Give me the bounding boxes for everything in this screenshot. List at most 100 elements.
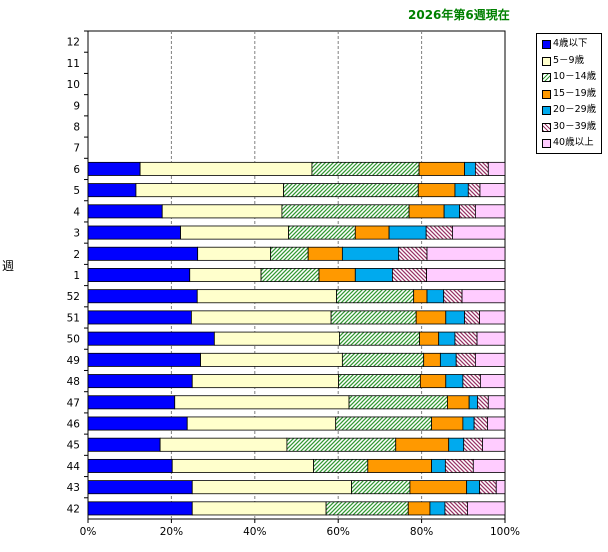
bar-segment-42-series-7: [467, 501, 506, 516]
y-tick-label: 43: [67, 482, 80, 494]
bar-segment-46-series-1: [87, 416, 188, 431]
y-tick-label: 46: [67, 419, 81, 431]
legend-swatch: [542, 40, 551, 49]
y-tick-label: 1: [73, 270, 80, 282]
bar-segment-1-series-6: [392, 268, 428, 282]
x-tick-label: 60%: [327, 526, 350, 538]
bar-segment-50-series-4: [419, 331, 440, 346]
bar-segment-1-series-7: [426, 268, 506, 282]
bar-segment-1-series-1: [87, 268, 191, 282]
y-tick-label: 12: [67, 37, 80, 49]
bar-segment-46-series-4: [431, 416, 464, 431]
x-tick-label: 80%: [410, 526, 433, 538]
x-tick-label: 20%: [160, 526, 183, 538]
y-tick-label: 48: [67, 376, 80, 388]
bar-segment-4-series-2: [161, 204, 283, 219]
bar-segment-6-series-3: [311, 161, 420, 176]
bar-segment-6-series-6: [474, 161, 489, 176]
bar-segment-42-series-2: [191, 501, 327, 516]
bar-segment-52-series-2: [196, 289, 337, 304]
bar-segment-44-series-1: [87, 458, 173, 473]
bar-segment-2-series-1: [87, 246, 199, 261]
bar-segment-3-series-5: [388, 225, 427, 240]
bar-segment-5-series-4: [417, 183, 456, 198]
legend-swatch: [542, 106, 551, 115]
bars: [87, 161, 506, 516]
bar-segment-1-series-4: [318, 268, 356, 282]
bar-segment-47-series-4: [447, 395, 470, 410]
bar-segment-51-series-6: [464, 310, 480, 325]
bar-segment-52-series-1: [87, 289, 198, 304]
bar-segment-6-series-1: [87, 161, 141, 176]
bar-segment-52-series-4: [413, 289, 428, 304]
y-tick-label: 4: [73, 206, 80, 218]
bar-segment-43-series-1: [87, 480, 193, 495]
bar-segment-51-series-7: [479, 310, 506, 325]
bar-segment-42-series-6: [444, 501, 468, 516]
x-tick-label: 0%: [80, 526, 97, 538]
y-tick-label: 2: [73, 249, 80, 261]
y-tick-label: 7: [73, 143, 80, 155]
bar-segment-43-series-6: [479, 480, 497, 495]
bar-segment-46-series-7: [487, 416, 506, 431]
x-tick-labels: 0% 20% 40% 60% 80% 100%: [80, 519, 520, 538]
y-tick-label: 3: [73, 228, 80, 240]
y-tick-label: 42: [67, 503, 80, 515]
bar-segment-46-series-5: [462, 416, 475, 431]
bar-segment-3-series-3: [288, 225, 356, 240]
y-tick-label: 50: [67, 334, 80, 346]
bar-segment-4-series-4: [408, 204, 445, 219]
y-tick-label: 45: [67, 440, 80, 452]
bar-segment-47-series-6: [477, 395, 489, 410]
bar-segment-45-series-2: [159, 437, 288, 452]
x-tick-label: 40%: [243, 526, 266, 538]
x-tick-label: 100%: [490, 526, 520, 538]
bar-segment-48-series-6: [462, 374, 481, 389]
y-tick-label: 10: [67, 79, 80, 91]
bar-segment-6-series-7: [487, 161, 506, 176]
bar-segment-48-series-2: [191, 374, 340, 389]
bar-segment-48-series-5: [445, 374, 464, 389]
bar-segment-49-series-1: [87, 352, 201, 367]
y-tick-label: 47: [67, 397, 80, 409]
legend-swatch: [542, 73, 551, 82]
chart-title: 2026年第6週現在: [408, 8, 510, 22]
bar-segment-2-series-5: [341, 246, 400, 261]
legend: 4歳以下 5－9歳 10－14歳 15－19歳 20－29歳 30－39歳 40歳以上: [536, 33, 602, 154]
bar-segment-3-series-7: [452, 225, 506, 240]
bar-segment-5-series-3: [283, 183, 419, 198]
bar-segment-47-series-1: [87, 395, 176, 410]
bar-segment-2-series-6: [398, 246, 428, 261]
bar-segment-44-series-5: [431, 458, 446, 473]
bar-segment-52-series-5: [426, 289, 445, 304]
legend-label: 40歳以上: [553, 137, 594, 148]
bar-segment-3-series-1: [87, 225, 181, 240]
bar-segment-6-series-2: [139, 161, 313, 176]
bar-segment-1-series-2: [189, 268, 262, 282]
legend-label: 30－39歳: [553, 120, 597, 132]
legend-label: 15－19歳: [553, 87, 597, 99]
bar-segment-47-series-7: [487, 395, 506, 410]
y-tick-label: 8: [73, 121, 80, 133]
bar-segment-4-series-3: [281, 204, 410, 219]
bar-segment-45-series-5: [448, 437, 465, 452]
bar-segment-2-series-4: [307, 246, 343, 261]
legend-label: 5－9歳: [553, 54, 585, 66]
bar-segment-49-series-5: [439, 352, 457, 367]
legend-swatch: [542, 122, 551, 132]
bar-segment-51-series-3: [330, 310, 417, 325]
legend-swatch: [542, 89, 551, 99]
bar-segment-50-series-5: [438, 331, 456, 346]
bar-segment-50-series-7: [476, 331, 506, 346]
bar-segment-46-series-2: [186, 416, 337, 431]
bar-segment-45-series-7: [482, 437, 506, 452]
bar-segment-44-series-7: [472, 458, 506, 473]
y-tick-label: 51: [67, 312, 80, 324]
bar-segment-1-series-3: [260, 268, 320, 282]
bar-segment-5-series-7: [479, 183, 506, 198]
bar-segment-48-series-3: [338, 374, 421, 389]
bar-segment-4-series-6: [459, 204, 476, 219]
y-axis-label: 週: [2, 259, 15, 273]
bar-segment-49-series-3: [341, 352, 425, 367]
bar-segment-44-series-4: [367, 458, 433, 473]
